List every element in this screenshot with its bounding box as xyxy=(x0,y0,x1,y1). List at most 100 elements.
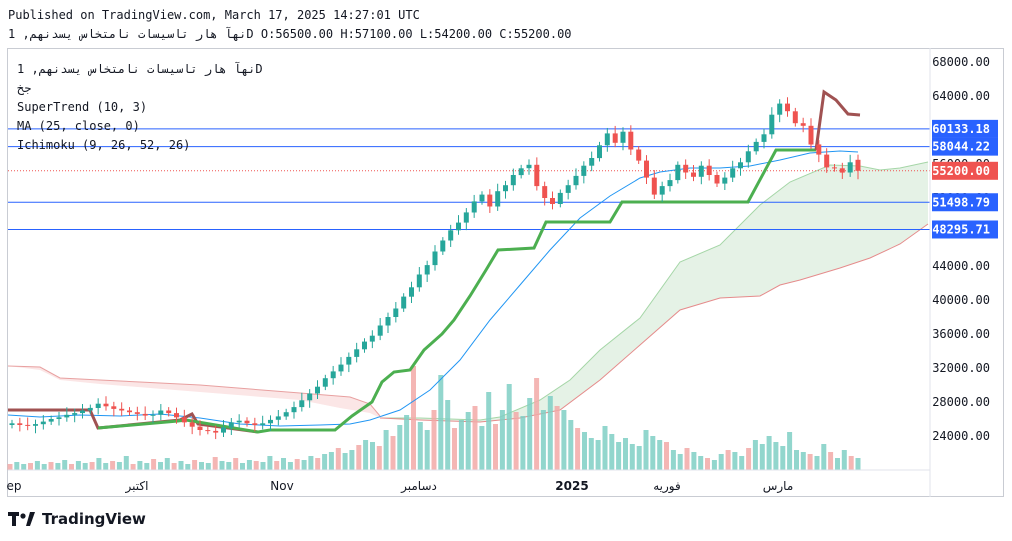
volume-bar xyxy=(766,436,772,470)
volume-bar xyxy=(281,458,286,470)
volume-bar xyxy=(34,461,40,470)
candle-body xyxy=(785,103,790,112)
candle xyxy=(221,420,226,438)
candle-body xyxy=(503,185,508,192)
volume-bar xyxy=(130,464,136,470)
candle xyxy=(432,245,438,271)
candle xyxy=(291,401,297,419)
candle xyxy=(205,426,211,435)
volume-bar xyxy=(246,460,252,470)
candle-body xyxy=(95,403,101,408)
price-tick-label: 68000.00 xyxy=(932,55,990,69)
volume-bar xyxy=(629,444,635,470)
volume-bar xyxy=(554,406,560,470)
volume-bar xyxy=(233,458,239,470)
volume-bar xyxy=(725,450,731,470)
candle-body xyxy=(440,240,446,252)
candle-body xyxy=(189,422,195,427)
candle xyxy=(808,118,814,149)
volume-bar xyxy=(664,442,669,470)
candle-body xyxy=(730,168,736,178)
volume-bar xyxy=(657,440,663,470)
volume-bar xyxy=(520,416,526,470)
candle-body xyxy=(244,420,250,424)
volume-bar xyxy=(287,462,293,470)
price-axis[interactable]: 24000.00 28000.00 32000.00 36000.00 40000.00… xyxy=(929,48,998,497)
candle xyxy=(409,281,414,304)
volume-bar xyxy=(855,458,861,470)
candle-body xyxy=(659,186,665,195)
candle xyxy=(565,179,571,200)
candle xyxy=(597,141,602,162)
candle xyxy=(424,260,430,282)
time-axis[interactable]: ep اکتبر Nov دسامبر 2025 فوریه مارس xyxy=(7,469,931,494)
candle-body xyxy=(299,400,305,408)
candle xyxy=(103,396,109,411)
level-price-tag: 60133.18 xyxy=(932,122,990,136)
candle xyxy=(534,157,540,191)
volume-bar xyxy=(609,434,615,470)
volume-bar xyxy=(794,450,799,470)
candle xyxy=(40,415,46,430)
volume-bar xyxy=(21,464,27,470)
candle-body xyxy=(691,172,696,177)
candle-body xyxy=(644,160,649,178)
candle xyxy=(510,168,516,191)
volume-bar xyxy=(274,461,280,470)
time-tick-label: Nov xyxy=(270,479,293,493)
candle xyxy=(675,161,681,184)
legend-supertrend: SuperTrend (10, 3) xyxy=(17,100,148,114)
candle-body xyxy=(134,412,140,414)
candle-body xyxy=(103,403,109,407)
candle xyxy=(667,173,673,192)
candle-body xyxy=(111,406,117,409)
candle xyxy=(33,419,38,434)
candle-body xyxy=(753,141,759,152)
candle xyxy=(839,162,845,179)
volume-bar xyxy=(540,410,546,470)
volume-bar xyxy=(151,459,157,470)
volume-bar xyxy=(240,463,245,470)
volume-bar xyxy=(376,446,382,470)
candle-body xyxy=(573,175,579,186)
candle xyxy=(330,365,336,385)
brand-name: TradingView xyxy=(42,510,146,528)
candle xyxy=(228,417,234,435)
candle xyxy=(777,99,783,123)
candle-body xyxy=(792,111,798,124)
volume-bar xyxy=(479,426,485,470)
candle-body xyxy=(855,159,861,171)
volume-bar xyxy=(69,464,74,470)
candle-body xyxy=(463,212,469,223)
volume-bar xyxy=(267,456,273,470)
candle-body xyxy=(56,417,62,419)
candle xyxy=(706,159,712,181)
supertrend-down-2 xyxy=(814,89,861,151)
volume-bar xyxy=(445,400,451,470)
volume-bar xyxy=(684,448,690,470)
candle-body xyxy=(401,296,407,309)
candle xyxy=(48,415,54,425)
candle-body xyxy=(581,165,587,176)
candle-body xyxy=(448,230,454,241)
volume-bar xyxy=(677,454,683,470)
candle xyxy=(456,215,461,235)
volume-bar xyxy=(486,392,492,470)
candle xyxy=(64,407,70,422)
volume-bar xyxy=(370,442,375,470)
horizontal-levels[interactable] xyxy=(8,128,930,230)
volume-bar xyxy=(41,464,47,470)
candle xyxy=(691,165,696,182)
candle-body xyxy=(315,386,320,394)
candles[interactable] xyxy=(9,97,861,440)
candle-body xyxy=(534,164,540,187)
candle xyxy=(463,208,469,231)
volume-bar xyxy=(431,410,437,470)
price-chart[interactable]: 24000.00 28000.00 32000.00 36000.00 40000.00… xyxy=(0,48,1012,503)
volume-bar xyxy=(452,428,457,470)
candle xyxy=(471,194,477,218)
volume-bar xyxy=(636,446,642,470)
candle-body xyxy=(354,349,360,357)
candle-body xyxy=(213,430,219,433)
volume-bar xyxy=(164,458,170,470)
